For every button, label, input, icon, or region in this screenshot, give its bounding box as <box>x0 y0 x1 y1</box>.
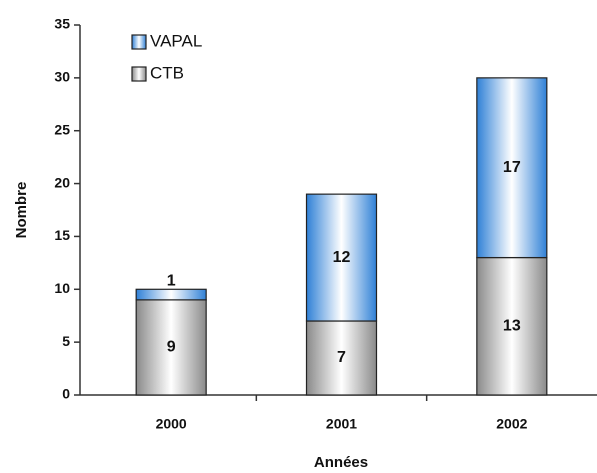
data-label: 13 <box>503 318 521 335</box>
y-tick-label: 0 <box>62 386 70 402</box>
y-tick-label: 25 <box>54 121 70 137</box>
y-tick-label: 15 <box>54 227 70 243</box>
data-label: 9 <box>167 339 176 356</box>
legend-swatch <box>131 66 147 82</box>
y-tick-label: 35 <box>54 16 70 32</box>
y-tick-label: 5 <box>62 333 70 349</box>
data-label: 1 <box>167 273 176 290</box>
data-label: 12 <box>333 249 351 266</box>
legend-swatch <box>131 34 147 50</box>
bar-segment <box>305 193 378 322</box>
y-tick-label: 10 <box>54 280 70 296</box>
data-label: 17 <box>503 159 521 176</box>
data-label: 7 <box>337 349 346 366</box>
legend-label: VAPAL <box>150 31 202 50</box>
y-axis-title: Nombre <box>13 182 30 239</box>
y-tick-label: 30 <box>54 69 70 85</box>
bar-segment <box>135 288 207 301</box>
y-tick-label: 20 <box>54 174 70 190</box>
legend-label: CTB <box>150 63 184 82</box>
bar-segment <box>135 299 207 396</box>
x-tick-label: 2002 <box>496 416 527 432</box>
bar-segment <box>476 77 548 259</box>
x-axis-title: Années <box>314 454 368 471</box>
x-tick-label: 2000 <box>156 416 187 432</box>
x-tick-label: 2001 <box>326 416 357 432</box>
